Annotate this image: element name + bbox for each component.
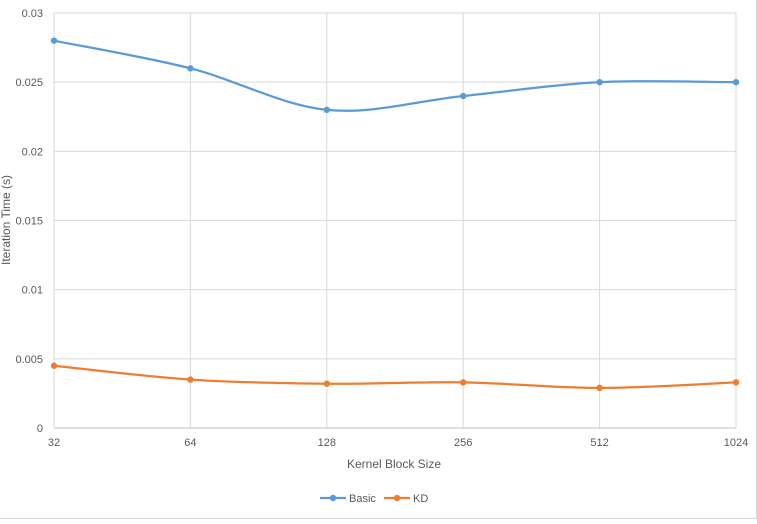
y-tick-label: 0.03 (22, 8, 43, 20)
x-axis-title: Kernel Block Size (347, 457, 441, 471)
series-line-kd (52, 364, 738, 390)
y-tick-label: 0.02 (22, 146, 43, 158)
data-point-basic (732, 78, 740, 86)
y-axis-title: Iteration Time (s) (0, 175, 13, 265)
data-point-basic (187, 65, 194, 72)
y-tick-label: 0.005 (15, 354, 43, 366)
legend-label-kd: KD (413, 493, 428, 505)
data-point-basic (596, 78, 603, 86)
gridlines (53, 12, 737, 429)
x-axis-ticks: 32 64 128 256 512 1024 (48, 437, 748, 449)
data-point-basic (323, 106, 330, 114)
data-point-kd (460, 379, 467, 386)
x-tick-label: 1024 (724, 437, 748, 449)
legend: Basic KD (320, 493, 428, 505)
x-tick-label: 512 (590, 437, 608, 449)
data-point-kd (596, 384, 603, 392)
y-tick-label: 0.015 (15, 216, 43, 228)
y-tick-label: 0.01 (22, 285, 43, 297)
y-tick-label: 0.025 (15, 77, 43, 89)
data-point-kd (187, 376, 194, 383)
y-tick-label: 0 (37, 423, 43, 435)
legend-marker-kd (393, 494, 401, 502)
data-point-basic (50, 37, 58, 44)
data-point-kd (732, 379, 740, 386)
legend-label-basic: Basic (349, 493, 376, 505)
legend-marker-basic (329, 494, 337, 502)
x-tick-label: 32 (48, 437, 60, 449)
series-line-basic (52, 39, 738, 112)
x-tick-label: 64 (184, 437, 196, 449)
y-axis-ticks: 0 0.005 0.01 0.015 0.02 0.025 0.03 (15, 8, 43, 435)
data-point-basic (460, 92, 467, 100)
data-point-kd (50, 362, 58, 369)
x-tick-label: 128 (318, 437, 336, 449)
data-point-kd (323, 380, 330, 387)
series-lines (50, 37, 740, 392)
x-tick-label: 256 (454, 437, 472, 449)
